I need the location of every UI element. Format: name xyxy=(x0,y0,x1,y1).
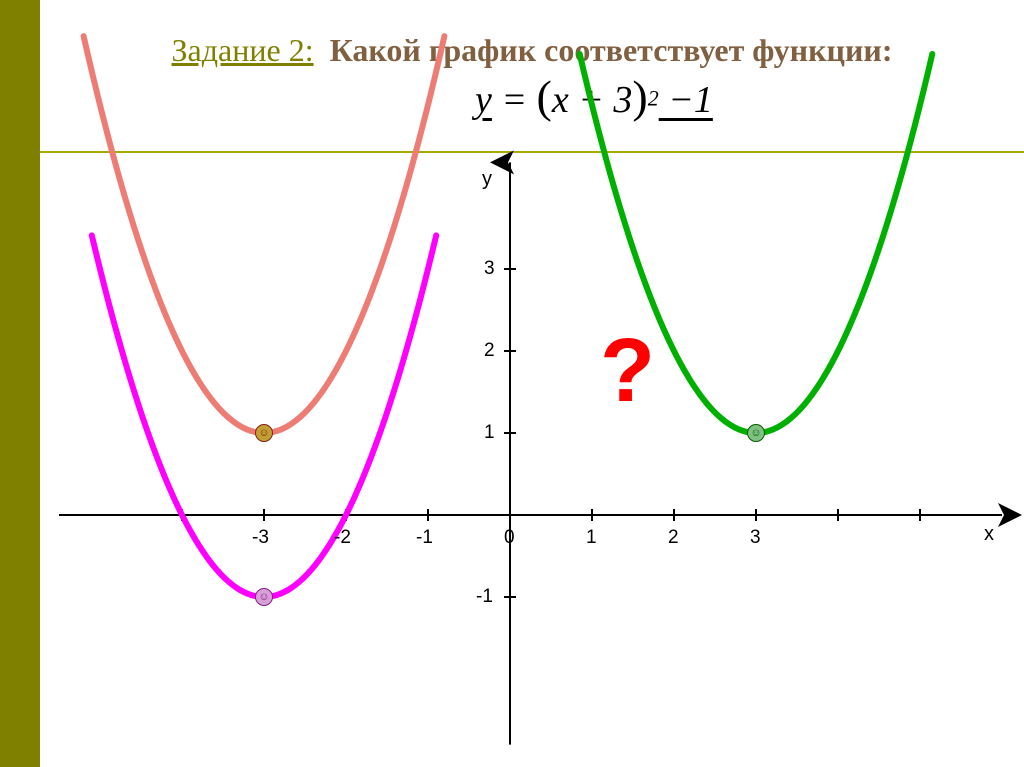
x-tick-label: 1 xyxy=(586,527,597,549)
x-axis-label: x xyxy=(984,523,994,546)
y-tick-label: 2 xyxy=(484,340,495,362)
chart-svg xyxy=(0,0,1024,767)
x-tick-label: -1 xyxy=(416,527,433,549)
parabola-red xyxy=(84,36,445,433)
question-mark: ? xyxy=(600,320,655,423)
x-tick-label: -2 xyxy=(334,527,351,549)
y-tick-label: 1 xyxy=(484,422,495,444)
y-axis-label: y xyxy=(482,168,492,191)
y-tick-label: 3 xyxy=(484,258,495,280)
x-tick-label: 2 xyxy=(668,527,679,549)
y-tick-label: -1 xyxy=(476,586,493,608)
x-tick-label: 3 xyxy=(750,527,761,549)
x-tick-label: -3 xyxy=(252,527,269,549)
parabola-green-vertex-icon: ☺ xyxy=(747,424,765,442)
parabola-magenta-vertex-icon: ☺ xyxy=(255,588,273,606)
parabola-red-vertex-icon: ☺ xyxy=(255,424,273,442)
x-tick-label: 0 xyxy=(504,527,515,549)
